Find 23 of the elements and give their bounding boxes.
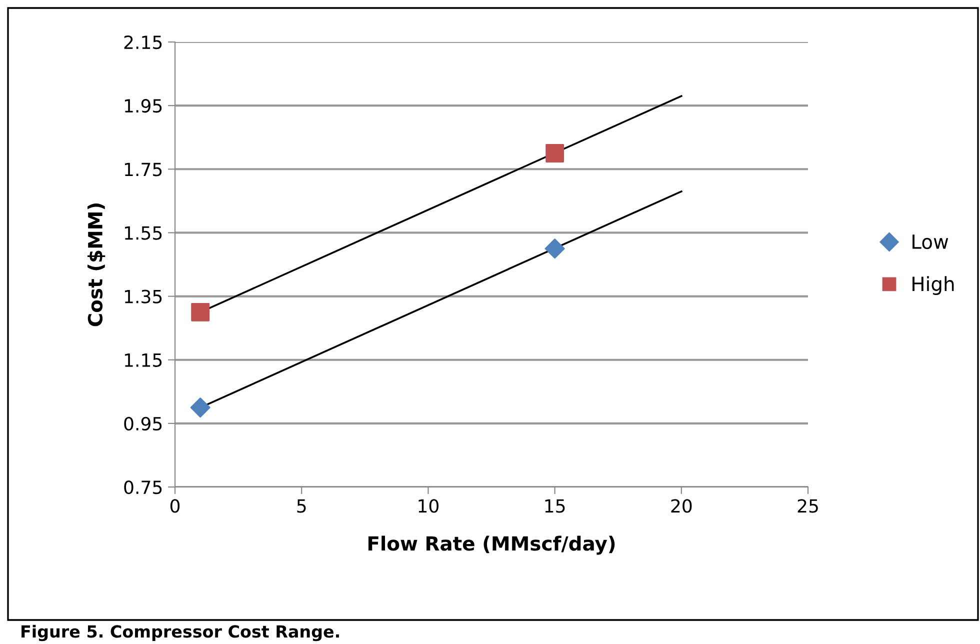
y-axis-title: Cost ($MM) xyxy=(88,204,106,326)
y-tick-label: 1.15 xyxy=(124,354,162,367)
y-tick-label: 1.35 xyxy=(124,290,162,304)
x-tick-label: 5 xyxy=(297,499,306,513)
y-tick-label: 1.55 xyxy=(124,226,162,240)
y-tick-label: 2.15 xyxy=(124,35,162,50)
legend-label: Low xyxy=(912,234,948,250)
y-tick-label: 0.75 xyxy=(124,480,162,494)
x-tick-label: 15 xyxy=(545,499,565,513)
y-tick-label: 1.75 xyxy=(124,162,162,176)
point xyxy=(191,302,210,322)
point xyxy=(190,398,210,418)
x-tick-label: 20 xyxy=(671,499,692,513)
point xyxy=(546,144,564,162)
legend-label: High xyxy=(912,276,954,295)
y-tick-label: 1.95 xyxy=(124,99,162,113)
point xyxy=(544,238,565,259)
x-tick-label: 0 xyxy=(170,499,180,513)
y-tick-label: 0.95 xyxy=(124,416,162,431)
x-tick-label: 10 xyxy=(418,499,438,513)
caption: Figure 5. Compressor Cost Range. xyxy=(22,624,339,642)
x-tick-label: 25 xyxy=(798,499,818,513)
x-axis-title: Flow Rate (MMscf/day) xyxy=(368,536,615,555)
